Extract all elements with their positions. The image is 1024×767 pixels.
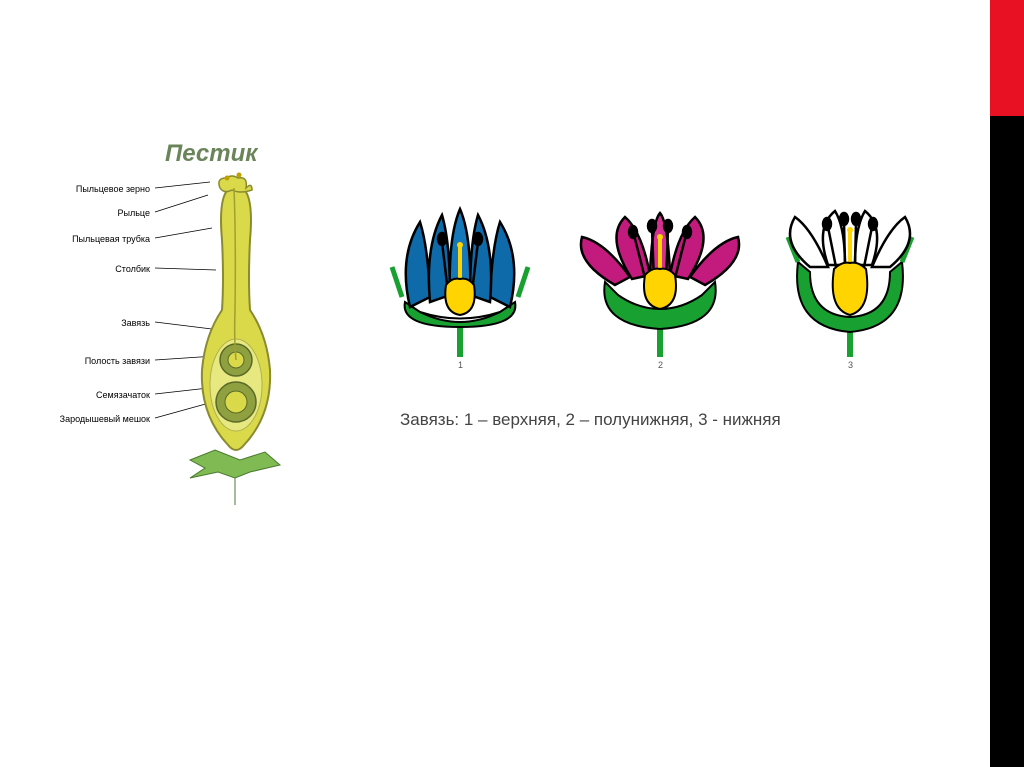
label-ovary: Завязь [40, 318, 150, 328]
accent-bar [990, 0, 1024, 116]
flower-number-1: 1 [458, 360, 463, 370]
right-background [990, 116, 1024, 767]
pistil-diagram: Пестик [40, 140, 310, 500]
label-pollen-grain: Пыльцевое зерно [40, 184, 150, 194]
slide-canvas: Пестик [0, 0, 990, 767]
flower-number-2: 2 [658, 360, 663, 370]
label-ovule: Семязачаток [40, 390, 150, 400]
label-ovary-cavity: Полость завязи [40, 356, 150, 366]
ovary-types-diagram: 1 2 3 Завязь: 1 – верхняя, 2 – полунижня… [380, 192, 940, 412]
label-style: Столбик [40, 264, 150, 274]
label-embryo-sac: Зародышевый мешок [40, 414, 150, 424]
flowers-svg [380, 192, 940, 362]
label-pollen-tube: Пыльцевая трубка [40, 234, 150, 244]
flowers-caption: Завязь: 1 – верхняя, 2 – полунижняя, 3 -… [400, 410, 781, 430]
flower-number-3: 3 [848, 360, 853, 370]
label-stigma: Рыльце [40, 208, 150, 218]
